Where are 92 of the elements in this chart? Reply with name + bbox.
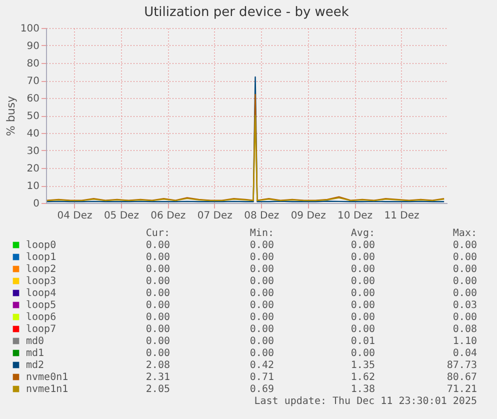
text: 0.00 <box>350 264 375 275</box>
text: 2.31 <box>146 372 170 383</box>
y-tick-label: 60 <box>26 94 40 104</box>
text: Max: <box>452 228 477 239</box>
text: 0.00 <box>350 276 375 287</box>
legend-label: md0 <box>26 336 44 347</box>
y-tick-label: 30 <box>26 146 40 157</box>
text: 0.00 <box>146 240 170 251</box>
text: 2.05 <box>146 384 170 395</box>
legend-label: loop5 <box>26 300 56 311</box>
text: 0.00 <box>250 288 274 299</box>
legend-label: loop3 <box>26 276 56 287</box>
text: 71.21 <box>446 384 477 395</box>
text: 0.00 <box>250 324 274 335</box>
text: 0.01 <box>350 336 375 347</box>
text: 0.00 <box>350 324 375 335</box>
legend-label: loop0 <box>26 240 56 251</box>
text: 0.00 <box>250 276 274 287</box>
text: 1.38 <box>350 384 375 395</box>
text: 87.73 <box>446 360 477 371</box>
x-tick-label: 11 Dez <box>384 210 420 222</box>
text: 0.00 <box>350 300 375 311</box>
x-tick-label: 07 Dez <box>197 210 232 222</box>
text: 0.08 <box>452 324 477 335</box>
y-tick-label: 70 <box>26 76 40 87</box>
legend-label: md2 <box>26 360 44 371</box>
text: 1.10 <box>452 336 477 347</box>
text: 0.00 <box>350 312 375 323</box>
text: 0.00 <box>452 252 477 263</box>
text: 0.00 <box>146 348 170 359</box>
text: 0.00 <box>452 312 477 323</box>
x-tick-label: 05 Dez <box>104 210 139 222</box>
legend-label: loop4 <box>26 288 56 299</box>
text: 0.00 <box>146 300 170 311</box>
text: 0.00 <box>146 324 170 335</box>
text: 0.00 <box>350 240 375 251</box>
text: 0.00 <box>250 240 274 251</box>
text: 0.00 <box>452 276 477 287</box>
y-tick-label: 0 <box>33 198 40 210</box>
text: 0.00 <box>452 264 477 275</box>
text: 0.00 <box>250 300 274 311</box>
y-tick-label: 90 <box>26 41 40 52</box>
legend-label: loop6 <box>26 312 56 323</box>
text: 0.00 <box>250 312 274 323</box>
x-tick-label: 06 Dez <box>150 210 186 222</box>
legend-label: nvme1n1 <box>26 384 68 395</box>
text: 0.00 <box>250 264 274 275</box>
y-tick-label: 100 <box>20 24 40 34</box>
text: 0.00 <box>350 288 375 299</box>
text: 0.00 <box>250 348 274 359</box>
y-tick-label: 20 <box>26 164 40 174</box>
x-tick-label: 08 Dez <box>244 210 280 222</box>
legend-label: md1 <box>26 348 44 359</box>
text: 0.42 <box>250 360 274 371</box>
text: 0.00 <box>146 288 170 299</box>
text: Cur: <box>146 228 170 239</box>
text: 0.69 <box>250 384 274 395</box>
text: 1.62 <box>350 372 375 383</box>
x-tick-label: 10 Dez <box>338 210 373 222</box>
text: 0.00 <box>250 252 274 263</box>
text: 80.67 <box>446 372 477 383</box>
legend-label: loop2 <box>26 264 56 275</box>
legend-label: loop7 <box>26 324 56 335</box>
text: 0.00 <box>452 240 477 251</box>
chart-title: Utilization per device - by week <box>144 5 350 20</box>
text: 1.35 <box>350 360 375 371</box>
text: 0.00 <box>250 336 274 347</box>
text: 0.00 <box>452 288 477 299</box>
text: 0.00 <box>146 312 170 323</box>
y-tick-label: 50 <box>26 111 40 122</box>
text: 0.71 <box>250 372 274 383</box>
y-tick-label: 80 <box>26 58 40 70</box>
y-tick-label: 10 <box>26 181 40 192</box>
text: 0.03 <box>452 300 477 311</box>
legend-label: nvme0n1 <box>26 372 68 383</box>
text: 2.08 <box>146 360 170 371</box>
legend-label: loop1 <box>26 252 56 263</box>
text: 0.00 <box>350 348 375 359</box>
text: 0.04 <box>452 348 477 359</box>
x-tick-label: 04 Dez <box>57 210 92 222</box>
text: 0.00 <box>146 264 170 275</box>
text: 0.00 <box>146 276 170 287</box>
text: 0.00 <box>146 336 170 347</box>
text: Avg: <box>350 228 375 239</box>
text: 0.00 <box>350 252 375 263</box>
text: Min: <box>250 228 274 239</box>
text: 0.00 <box>146 252 170 263</box>
line-series <box>46 114 445 202</box>
x-tick-label: 09 Dez <box>290 210 326 222</box>
y-axis-title: % busy <box>4 95 18 136</box>
text: Last update: Thu Dec 11 23:30:01 2025 <box>254 396 477 407</box>
y-tick-label: 40 <box>26 128 40 140</box>
